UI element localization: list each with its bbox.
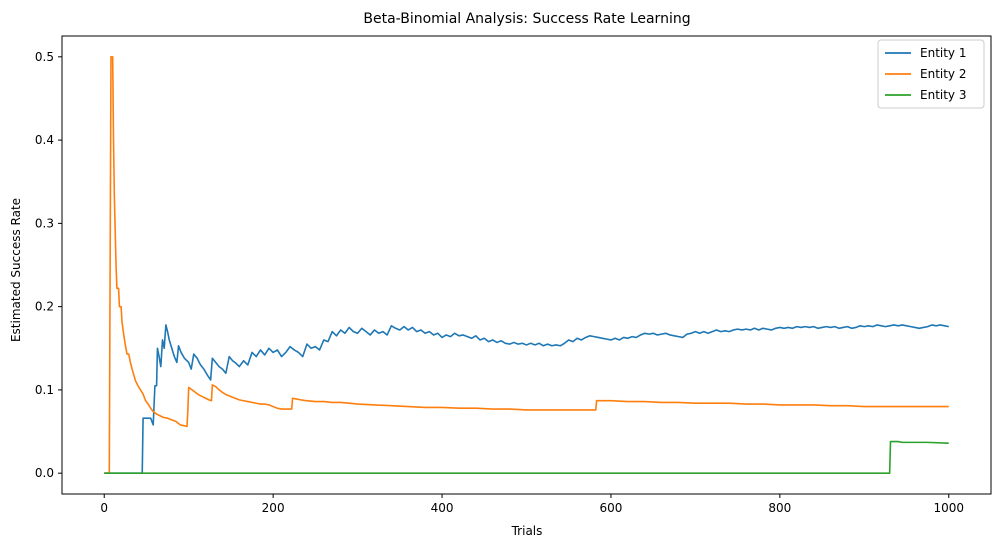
legend-label-entity-2: Entity 2: [920, 67, 966, 81]
plot-frame: [61, 35, 992, 495]
legend-label-entity-1: Entity 1: [920, 46, 966, 60]
x-tick-label: 1000: [933, 501, 964, 515]
series-line-entity-3: [104, 440, 949, 474]
chart-title: Beta-Binomial Analysis: Success Rate Lea…: [363, 11, 690, 27]
y-tick-label: 0.1: [35, 383, 54, 397]
plot-area: [61, 35, 992, 495]
series-line-entity-1: [104, 324, 949, 474]
x-tick-label: 200: [262, 501, 285, 515]
y-tick-label: 0.2: [35, 300, 54, 314]
y-axis-label: Estimated Success Rate: [9, 198, 23, 342]
x-tick-label: 600: [600, 501, 623, 515]
x-axis: 0 200 400 600 800 1000: [100, 494, 964, 515]
x-tick-label: 800: [768, 501, 791, 515]
legend-box: [877, 39, 985, 109]
x-axis-label: Trials: [511, 524, 543, 538]
y-tick-label: 0.3: [35, 216, 54, 230]
x-tick-label: 0: [100, 501, 108, 515]
series-line-entity-2: [104, 56, 949, 474]
legend: Entity 1 Entity 2 Entity 3: [877, 39, 985, 109]
legend-label-entity-3: Entity 3: [920, 88, 966, 102]
y-tick-label: 0.4: [35, 133, 54, 147]
y-tick-label: 0.0: [35, 466, 54, 480]
x-tick-label: 400: [431, 501, 454, 515]
y-axis: 0.0 0.1 0.2 0.3 0.4 0.5: [35, 50, 62, 480]
y-tick-label: 0.5: [35, 50, 54, 64]
